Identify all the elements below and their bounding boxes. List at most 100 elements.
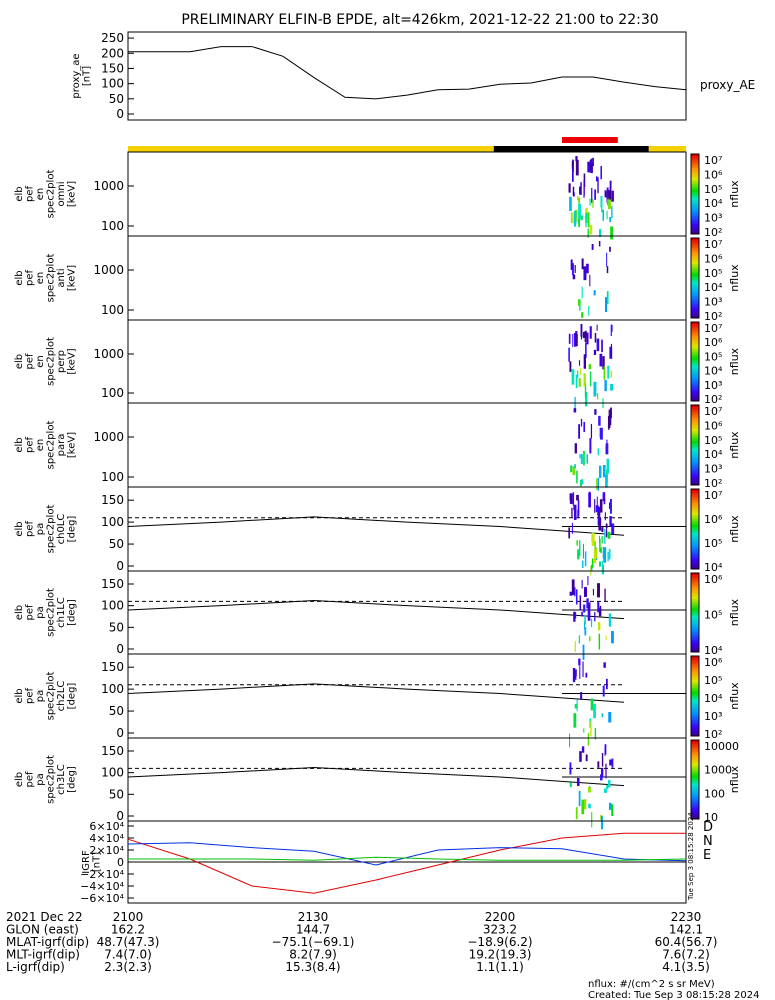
colorbar-7-band-35 <box>691 809 699 812</box>
colorbar-5-band-23 <box>691 618 699 621</box>
panel-3-ylabel-3: spec2plot <box>45 421 56 470</box>
colorbar-3-band-11 <box>691 427 699 430</box>
colorbar-4-band-14 <box>691 517 699 520</box>
colorbar-5-band-4 <box>691 580 699 584</box>
panel-4-ylabel-4: ch0LC <box>56 514 67 545</box>
panel-7-pixel-0 <box>575 807 578 820</box>
panel-4-pixel-30 <box>590 564 593 571</box>
panel-2-pixel-12 <box>611 325 613 332</box>
colorbar-2-band-25 <box>691 371 699 374</box>
ae-tick-label-3: 100 <box>101 77 124 91</box>
colorbar-6-band-36 <box>691 728 699 731</box>
panel-5-tick-label-3: 0 <box>116 642 124 656</box>
panel-6-pixel-3 <box>575 669 577 677</box>
chart-title: PRELIMINARY ELFIN-B EPDE, alt=426km, 202… <box>181 12 658 28</box>
colorbar-3-band-4 <box>691 413 699 416</box>
panel-4-pixel-18 <box>597 511 601 526</box>
colorbar-6-band-34 <box>691 724 699 727</box>
panel-0-ylabel-0: elb <box>14 186 25 201</box>
panel-1-pixel-8 <box>605 297 608 313</box>
colorbar-7-band-15 <box>691 769 699 773</box>
igrf-legend-D: D <box>703 820 713 835</box>
panel-1-pixel-1 <box>583 266 587 281</box>
colorbar-5-band-36 <box>691 644 699 647</box>
panel-4-tick-label-1: 100 <box>101 515 124 529</box>
panel-7-tick-label-3: 0 <box>116 809 124 823</box>
colorbar-7-band-26 <box>691 791 699 794</box>
panel-4-pixel-55 <box>582 560 584 568</box>
colorbar-6-band-11 <box>691 678 699 681</box>
colorbar-4-label: nflux <box>728 515 741 543</box>
ae-tick-label-0: 250 <box>101 31 124 45</box>
panel-3-tick-label-0: 1000 <box>93 430 124 444</box>
colorbar-7-band-4 <box>691 747 699 751</box>
colorbar-2-band-16 <box>691 353 699 357</box>
panel-3-pixel-20 <box>599 427 603 438</box>
panel-frame-1 <box>127 235 687 321</box>
colorbar-3-frame <box>690 404 700 486</box>
panel-6-tick-label-3: 0 <box>116 726 124 740</box>
panel-5-pixel-10 <box>581 611 583 617</box>
panel-7-pixel-4 <box>579 751 582 762</box>
panel-5-pixel-30 <box>590 618 593 628</box>
colorbar-4-frame <box>690 488 700 570</box>
panel-4-pixel-6 <box>607 531 611 539</box>
panel-3-pixel-19 <box>579 480 582 487</box>
colorbar-6-band-4 <box>691 664 699 667</box>
panel-0-pixel-46 <box>570 212 573 223</box>
colorbar-6-band-22 <box>691 700 699 703</box>
colorbar-3-band-25 <box>691 455 699 458</box>
colorbar-3-tick-4: 10³ <box>704 463 722 476</box>
colorbar-0-band-13 <box>691 180 699 183</box>
colorbar-6-band-5 <box>691 666 699 669</box>
panel-4-pixel-24 <box>584 551 587 567</box>
panel-6-pixel-17 <box>602 685 605 697</box>
igrf-legend-N: N <box>703 834 713 849</box>
panel-4-pixel-3 <box>571 507 573 518</box>
panel-4-pixel-4 <box>582 543 585 559</box>
panel-5-pixel-7 <box>569 591 573 596</box>
panel-7-pixel-23 <box>578 790 581 807</box>
panel-0-pixel-55 <box>598 229 602 238</box>
colorbar-5-band-21 <box>691 614 699 617</box>
colorbar-4-band-8 <box>691 505 699 508</box>
panel-7-pixel-9 <box>604 788 607 793</box>
panel-5-pixel-21 <box>573 611 576 622</box>
panel-0-pixel-16 <box>592 157 594 167</box>
panel-4-pixel-39 <box>573 504 577 520</box>
panel-0-pixel-41 <box>590 158 593 165</box>
panel-2-pixel-32 <box>596 338 600 352</box>
panel-5-pixel-25 <box>583 621 586 630</box>
colorbar-2-band-8 <box>691 337 699 341</box>
panel-7-ylabel-3: spec2plot <box>45 755 56 804</box>
colorbar-1-tick-4: 10³ <box>704 296 722 309</box>
colorbar-6-band-9 <box>691 674 699 677</box>
panel-3-pixel-15 <box>580 454 583 464</box>
panel-0-pixel-35 <box>607 197 611 210</box>
footer-row-4-col-0: L-igrf(dip) <box>6 960 65 974</box>
panel-4-pixel-56 <box>605 523 608 528</box>
panel-0-pixel-39 <box>611 206 613 219</box>
colorbar-5-band-37 <box>691 646 699 649</box>
colorbar-1-band-6 <box>691 250 699 253</box>
footer-row-3-col-2: 8.2(7.9) <box>289 948 337 962</box>
footer-row-1-col-4: 142.1 <box>669 923 703 937</box>
panel-3-pixel-24 <box>583 421 586 433</box>
panel-0-pixel-14 <box>600 166 602 180</box>
colorbar-5-band-17 <box>691 606 699 610</box>
igrf-tick-label-1: 4×10⁴ <box>89 832 124 845</box>
footer-created: Created: Tue Sep 3 08:15:28 2024 <box>588 990 760 1000</box>
panel-0-tick-label-1: 100 <box>101 219 124 233</box>
colorbar-1-band-36 <box>691 310 699 313</box>
panel-0-ylabel-5: [keV] <box>66 181 77 207</box>
colorbar-3-band-7 <box>691 419 699 422</box>
panel-3-pixel-32 <box>578 424 581 439</box>
panel-4-pixel-22 <box>599 538 601 553</box>
colorbar-0-band-2 <box>691 158 699 161</box>
colorbar-6-band-19 <box>691 694 699 697</box>
colorbar-2-band-19 <box>691 359 699 362</box>
panel-7-pixel-22 <box>585 754 588 762</box>
panel-5-ylabel-3: spec2plot <box>45 588 56 637</box>
panel-5-pixel-32 <box>608 613 611 627</box>
panel-6-pixel-13 <box>578 658 581 666</box>
